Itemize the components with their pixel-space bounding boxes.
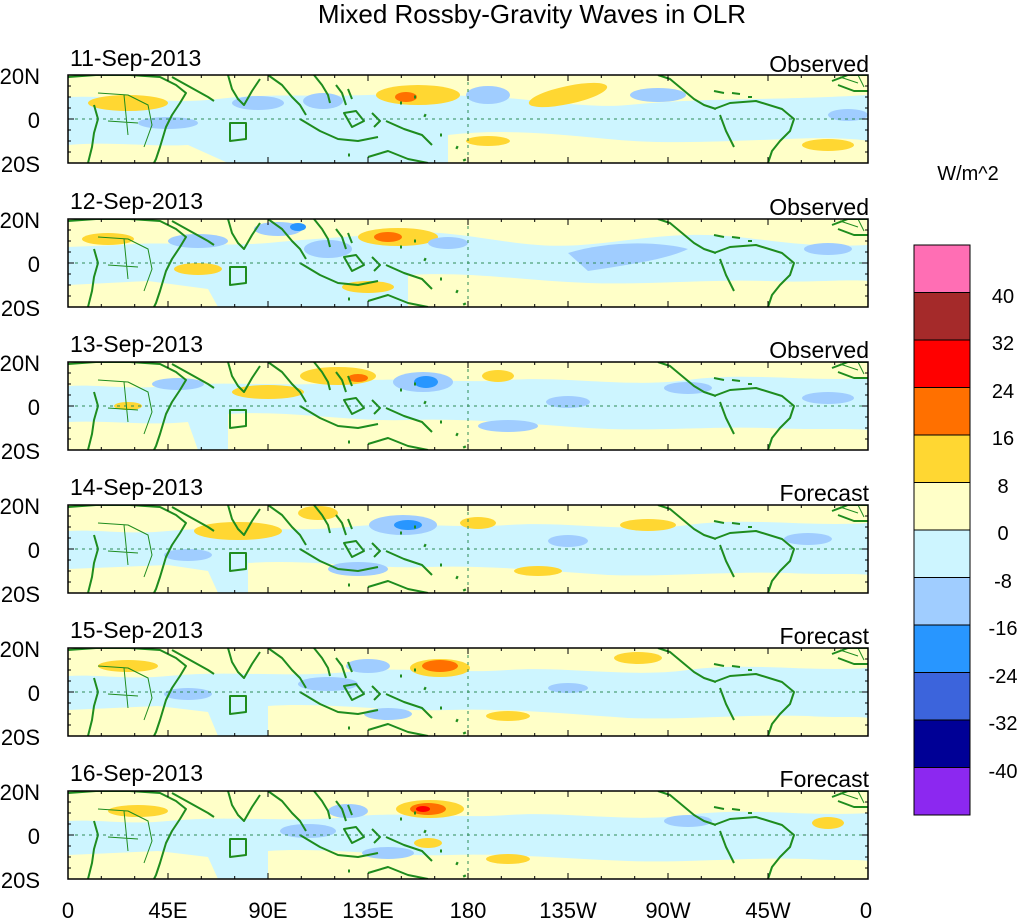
panel-2-status: Observed — [769, 194, 869, 220]
panel-3-lat-20s: 20S — [1, 439, 40, 464]
colorbar-units: W/m^2 — [937, 163, 999, 185]
panel-3-lat-0: 0 — [28, 395, 40, 420]
colorbar-swatch — [913, 482, 971, 531]
lon-label-135e: 135E — [342, 898, 393, 923]
colorbar-label-neg32: -32 — [989, 713, 1018, 735]
longitude-axis: 0 45E 90E 135E 180 135W 90W 45W 0 — [62, 898, 872, 923]
colorbar-label-40: 40 — [992, 286, 1014, 308]
panel-4-status: Forecast — [780, 480, 870, 506]
panel-2-date: 12-Sep-2013 — [70, 188, 203, 214]
lon-label-180: 180 — [450, 898, 487, 923]
figure-title: Mixed Rossby-Gravity Waves in OLR — [318, 0, 746, 29]
colorbar-label-neg16: -16 — [989, 618, 1018, 640]
lon-label-90w: 90W — [645, 898, 690, 923]
colorbar-label-neg40: -40 — [989, 761, 1018, 783]
panel-6-date: 16-Sep-2013 — [70, 760, 203, 786]
panel-5-date: 15-Sep-2013 — [70, 617, 203, 643]
panel-6-lat-0: 0 — [28, 824, 40, 849]
colorbar-label-16: 16 — [992, 428, 1014, 450]
colorbar-boxes — [913, 244, 971, 816]
panel-1-lat-20n: 20N — [0, 64, 40, 89]
panel-1-lat-0: 0 — [28, 108, 40, 133]
panel-4 — [67, 504, 869, 594]
colorbar-swatch — [913, 434, 971, 483]
panel-5-lat-20n: 20N — [0, 637, 40, 662]
lon-label-135w: 135W — [539, 898, 597, 923]
panel-1 — [67, 74, 869, 164]
panel-2-lat-0: 0 — [28, 252, 40, 277]
panel-5-lat-20s: 20S — [1, 725, 40, 750]
panel-4-date: 14-Sep-2013 — [70, 474, 203, 500]
colorbar-labels: 40 32 24 16 8 0 -8 -16 -24 -32 -40 — [989, 286, 1018, 783]
colorbar-label-8: 8 — [997, 476, 1008, 498]
colorbar-swatch — [913, 767, 971, 816]
panel-1-date: 11-Sep-2013 — [70, 45, 201, 71]
colorbar-swatch — [913, 719, 971, 768]
lon-label-90e: 90E — [248, 898, 287, 923]
colorbar-swatch — [913, 387, 971, 436]
lon-label-45w: 45W — [745, 898, 790, 923]
lon-label-0-right: 0 — [860, 898, 872, 923]
colorbar-swatch — [913, 339, 971, 388]
colorbar-label-neg8: -8 — [994, 571, 1012, 593]
panel-1-status: Observed — [769, 51, 869, 77]
colorbar-swatch — [913, 244, 971, 293]
panel-5-status: Forecast — [780, 623, 870, 649]
colorbar-swatch — [913, 624, 971, 673]
panel-6 — [67, 790, 869, 880]
lon-label-45e: 45E — [148, 898, 187, 923]
panel-2-lat-20s: 20S — [1, 296, 40, 321]
colorbar-swatch — [913, 292, 971, 341]
panel-2-lat-20n: 20N — [0, 208, 40, 233]
colorbar-label-neg24: -24 — [989, 666, 1018, 688]
panel-1-lat-20s: 20S — [1, 152, 40, 177]
panel-6-status: Forecast — [780, 766, 870, 792]
lon-label-0: 0 — [62, 898, 74, 923]
panel-3-status: Observed — [769, 337, 869, 363]
panel-3-lat-20n: 20N — [0, 351, 40, 376]
panel-2 — [67, 218, 869, 308]
colorbar: W/m^2 40 32 24 16 8 0 -8 -16 -24 -32 -40 — [913, 163, 1018, 816]
panel-6-lat-20s: 20S — [1, 868, 40, 893]
panel-4-lat-0: 0 — [28, 538, 40, 563]
panel-3-date: 13-Sep-2013 — [70, 331, 203, 357]
panel-4-lat-20s: 20S — [1, 582, 40, 607]
colorbar-swatch — [913, 672, 971, 721]
colorbar-label-0: 0 — [997, 523, 1008, 545]
panel-4-lat-20n: 20N — [0, 494, 40, 519]
panel-5 — [67, 647, 869, 737]
colorbar-swatch — [913, 577, 971, 626]
colorbar-label-32: 32 — [992, 333, 1014, 355]
panel-6-lat-20n: 20N — [0, 780, 40, 805]
colorbar-swatch — [913, 529, 971, 578]
panel-5-lat-0: 0 — [28, 681, 40, 706]
panel-3 — [67, 361, 869, 451]
colorbar-label-24: 24 — [992, 381, 1014, 403]
